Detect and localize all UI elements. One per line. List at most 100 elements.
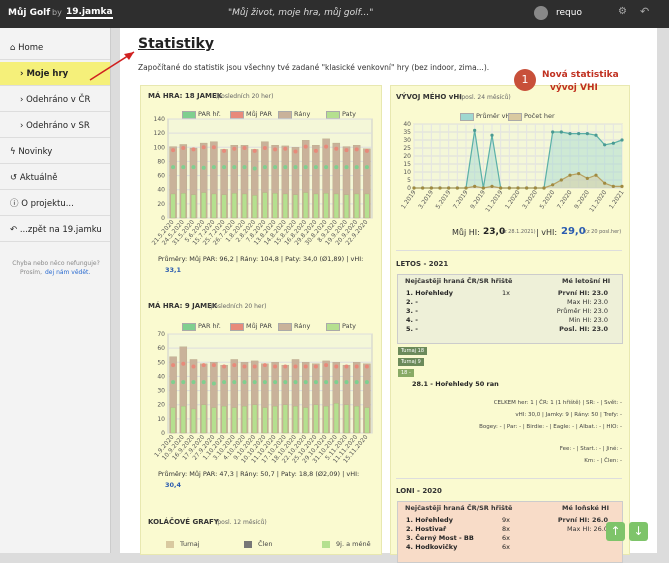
- brand-by: by: [52, 8, 62, 17]
- point: [242, 165, 247, 170]
- point: [171, 148, 176, 153]
- point: [222, 165, 227, 170]
- point: [568, 173, 572, 177]
- course: 3. Černý Most - BB: [406, 534, 474, 542]
- point: [344, 165, 349, 170]
- help-link[interactable]: dej nám vědět.: [45, 269, 91, 276]
- bar: [293, 405, 298, 434]
- point: [438, 186, 442, 190]
- point: [211, 363, 216, 368]
- bar: [364, 407, 370, 434]
- y-tick-label: 80: [157, 158, 165, 165]
- bar: [211, 407, 217, 434]
- point: [222, 380, 227, 385]
- point: [447, 186, 451, 190]
- brand-2: 19.jamka: [66, 7, 113, 19]
- point: [211, 165, 216, 170]
- x-tick-label: 1.2021: [608, 189, 626, 210]
- badge: Turnaj 18: [398, 347, 428, 355]
- bar: [323, 405, 329, 434]
- scroll-button[interactable]: ↑: [606, 522, 625, 541]
- y-tick-label: 25: [403, 145, 411, 152]
- back-icon[interactable]: ↶: [640, 5, 650, 18]
- point: [262, 145, 267, 150]
- vhi-value: 29,0: [561, 226, 586, 237]
- nav-label: ...zpět na 19.jamku: [19, 225, 102, 235]
- nav-label: Novinky: [18, 147, 53, 157]
- bar: [303, 407, 309, 434]
- table: [397, 274, 623, 344]
- x-tick-label: 7.2019: [452, 189, 470, 210]
- legend-label: Počet her: [524, 112, 555, 120]
- point: [594, 133, 598, 137]
- bar: [354, 193, 360, 219]
- legend-label: Rány: [294, 110, 311, 118]
- point: [354, 165, 359, 170]
- point: [334, 380, 339, 385]
- x-tick-label: 5.2020: [539, 189, 557, 210]
- help: Chyba nebo něco nefunguje?: [12, 260, 100, 267]
- point: [273, 380, 278, 385]
- legend-swatch: [326, 323, 340, 331]
- nav-icon: ›: [20, 121, 27, 131]
- y-tick-label: 70: [157, 331, 165, 338]
- nav-item[interactable]: ϟ Novinky: [0, 140, 110, 164]
- point: [283, 364, 288, 369]
- nav-item[interactable]: › Odehráno v ČR: [0, 88, 110, 112]
- point: [344, 148, 349, 153]
- point: [191, 364, 196, 369]
- legend-swatch: [278, 323, 292, 331]
- course: 2. -: [406, 298, 418, 306]
- scroll-button[interactable]: ↓: [629, 522, 648, 541]
- count: 1x: [502, 289, 510, 297]
- pie-swatch: [244, 541, 252, 548]
- point: [181, 165, 186, 170]
- nav-item[interactable]: ↶ ...zpět na 19.jamku: [0, 218, 110, 242]
- point: [499, 186, 503, 190]
- bar: [201, 404, 207, 434]
- point: [364, 364, 369, 369]
- bar: [282, 404, 288, 434]
- nav-item[interactable]: › Moje hry: [0, 62, 110, 86]
- point: [611, 184, 615, 188]
- nav-item[interactable]: › Odehráno v SR: [0, 114, 110, 138]
- averages-vhi: 30,4: [165, 481, 182, 489]
- point: [201, 165, 206, 170]
- count: 8x: [502, 525, 510, 533]
- avatar[interactable]: [534, 6, 548, 20]
- pie-legend: Člen: [258, 540, 273, 548]
- averages: Průměry: Můj PAR: 96,2 | Rány: 104,8 | P…: [158, 255, 364, 263]
- nav-item[interactable]: ↺ Aktuálně: [0, 166, 110, 190]
- point: [222, 148, 227, 153]
- y-tick-label: 50: [157, 359, 165, 366]
- y-tick-label: 5: [407, 177, 411, 184]
- x-tick-label: 5.2019: [435, 189, 453, 210]
- y-tick-label: 0: [161, 215, 165, 222]
- nav-item[interactable]: ⓘ O projektu...: [0, 192, 110, 216]
- bar: [303, 192, 309, 219]
- legend-swatch: [460, 113, 474, 121]
- count: 9x: [502, 516, 510, 524]
- last-round: 28.1 - Hořehledy 50 ran: [412, 380, 499, 388]
- point: [594, 173, 598, 177]
- nav-item[interactable]: ⌂ Home: [0, 36, 110, 60]
- point: [303, 364, 308, 369]
- bar: [252, 404, 258, 434]
- point: [293, 149, 298, 154]
- point: [490, 133, 494, 137]
- point: [252, 364, 257, 369]
- user[interactable]: requo: [556, 8, 582, 18]
- vhi-label: | vHI:: [536, 228, 558, 237]
- hi-label: Můj HI:: [452, 228, 480, 237]
- point: [577, 172, 581, 176]
- point: [273, 364, 278, 369]
- point: [490, 184, 494, 188]
- settings-icon[interactable]: ⚙: [618, 6, 627, 17]
- y-tick-label: 20: [403, 153, 411, 160]
- point: [232, 165, 237, 170]
- legend-label: Paty: [342, 322, 357, 330]
- course: 5. -: [406, 325, 418, 333]
- bar: [272, 405, 278, 434]
- point: [354, 364, 359, 369]
